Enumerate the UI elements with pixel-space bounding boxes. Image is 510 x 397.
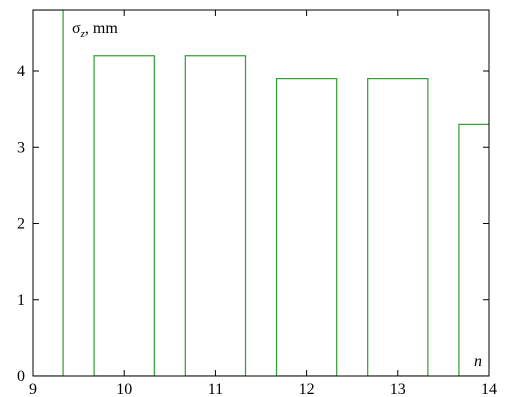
bars: [33, 10, 489, 376]
bar-5: [458, 123, 489, 376]
x-tick-label: 10: [116, 381, 132, 397]
y-tick-label: 1: [17, 292, 25, 309]
y-axis-title: σz, mm: [72, 20, 118, 40]
y-tick-label: 3: [17, 139, 25, 156]
bar-0: [33, 10, 64, 376]
x-tick-label: 14: [481, 381, 497, 397]
x-axis-title: n: [474, 353, 482, 370]
bar-2: [184, 55, 247, 376]
x-ticks: 9 10 11 12 13 14: [29, 10, 497, 397]
y-ticks: 0 1 2 3 4: [17, 63, 489, 385]
y-tick-label: 2: [17, 216, 25, 233]
bar-3: [275, 78, 338, 376]
x-tick-label: 9: [29, 381, 37, 397]
x-tick-label: 13: [390, 381, 406, 397]
x-tick-label: 12: [299, 381, 315, 397]
y-tick-label: 0: [17, 368, 25, 385]
bar-4: [367, 78, 429, 376]
plot-frame: [32, 9, 490, 377]
y-tick-label: 4: [17, 63, 25, 80]
x-tick-label: 11: [208, 381, 223, 397]
bar-1: [93, 55, 155, 376]
